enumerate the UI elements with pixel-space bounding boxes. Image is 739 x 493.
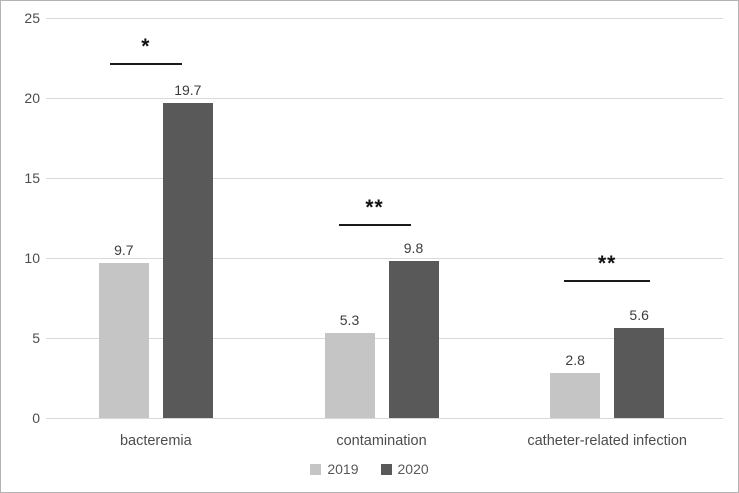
legend-item-2019: 2019 <box>310 461 359 477</box>
significance-line <box>564 280 651 283</box>
gridline <box>46 417 723 419</box>
bar-value-label: 9.7 <box>114 241 134 258</box>
gridline <box>46 17 723 19</box>
significance-stars: ** <box>365 196 384 220</box>
significance-line <box>109 62 182 65</box>
legend-label: 2019 <box>327 461 359 477</box>
bar-2020-bacteremia <box>162 102 213 418</box>
y-axis-tick-label: 25 <box>24 10 40 26</box>
x-axis-category-label: bacteremia <box>119 433 192 449</box>
bar-value-label: 5.3 <box>339 312 360 329</box>
legend-swatch-2019 <box>310 463 322 475</box>
significance-stars: ** <box>597 252 617 276</box>
significance-line <box>338 224 411 227</box>
y-axis-tick-label: 5 <box>32 330 40 346</box>
gridline <box>46 257 723 259</box>
x-axis-category-label: contamination <box>336 433 427 449</box>
bar-value-label: 9.8 <box>403 240 424 257</box>
y-axis-tick-label: 20 <box>24 90 40 106</box>
significance-stars: * <box>141 34 151 58</box>
legend-item-2020: 2020 <box>380 461 429 477</box>
legend: 2019 2020 <box>1 461 738 477</box>
bar-value-label: 19.7 <box>174 81 202 98</box>
y-axis-tick-label: 0 <box>32 410 40 426</box>
bar-2020-catheter-related infection <box>614 328 665 418</box>
bar-2019-catheter-related infection <box>550 373 601 418</box>
gridline <box>46 177 723 179</box>
bar-2019-contamination <box>324 333 375 418</box>
y-axis-tick-label: 10 <box>24 250 40 266</box>
bar-2019-bacteremia <box>98 262 149 418</box>
gridline <box>46 337 723 339</box>
gridline <box>46 97 723 99</box>
legend-swatch-2020 <box>380 463 392 475</box>
legend-label: 2020 <box>397 461 429 477</box>
bar-2020-contamination <box>388 261 439 418</box>
bar-value-label: 2.8 <box>565 352 585 369</box>
x-axis-category-label: catheter-related infection <box>527 433 687 449</box>
y-axis-tick-label: 15 <box>24 170 40 186</box>
bar-value-label: 5.6 <box>629 307 649 324</box>
